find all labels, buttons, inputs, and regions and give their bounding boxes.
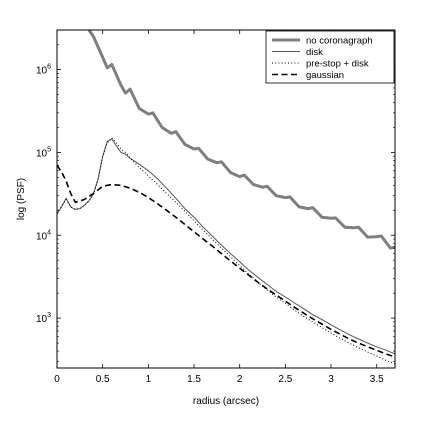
x-tick-label: 2: [237, 374, 243, 385]
x-tick-label: 3: [328, 374, 334, 385]
x-axis-label: radius (arcsec): [193, 396, 259, 407]
series-layer: [57, 30, 395, 365]
legend-label: disk: [306, 47, 323, 58]
legend-label: pre-stop + disk: [306, 59, 369, 70]
x-tick-label: 1.5: [187, 374, 201, 385]
x-tick-label: 0.5: [96, 374, 110, 385]
series-line-no-coronagraph: [87, 30, 395, 250]
legend-label: no coronagraph: [306, 36, 373, 47]
plot-background: [57, 30, 395, 368]
x-tick-label: 0: [54, 374, 60, 385]
y-tick-label: 105: [36, 146, 51, 159]
x-tick-label: 3.5: [370, 374, 384, 385]
y-tick-label: 106: [36, 64, 51, 77]
y-axis-label: log (PSF): [16, 178, 27, 220]
legend-label: gaussian: [306, 70, 344, 81]
plot-frame: [56, 29, 396, 369]
x-tick-label: 2.5: [278, 374, 292, 385]
y-tick-label: 103: [36, 312, 51, 325]
y-tick-label: 104: [36, 229, 51, 242]
series-line-gaussian: [57, 164, 395, 358]
x-tick-label: 1: [146, 374, 152, 385]
